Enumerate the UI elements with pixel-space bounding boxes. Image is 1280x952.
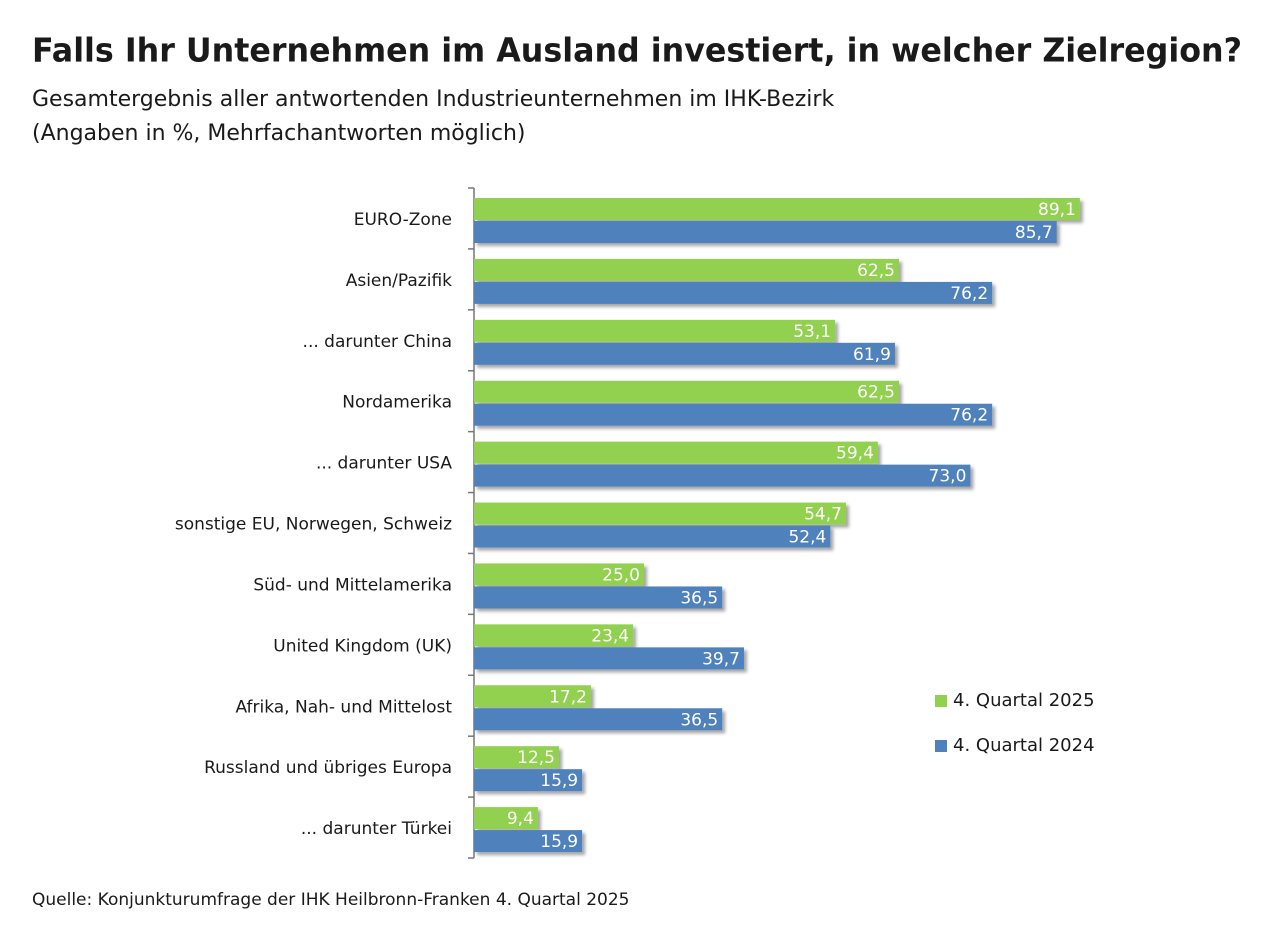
- value-label: 62,5: [857, 261, 895, 281]
- value-label: 89,1: [1038, 200, 1076, 220]
- bar: [474, 525, 831, 548]
- value-label: 39,7: [702, 649, 740, 669]
- bar: [474, 464, 971, 487]
- bar: [474, 624, 634, 647]
- value-label: 17,2: [549, 687, 587, 707]
- chart-title: Falls Ihr Unternehmen im Ausland investi…: [32, 31, 1242, 70]
- bar: [474, 746, 559, 769]
- bar: [474, 769, 583, 792]
- bar: [474, 647, 744, 670]
- value-label: 61,9: [853, 345, 891, 365]
- bar: [474, 319, 836, 342]
- y-tick-label: Russland und übriges Europa: [204, 758, 452, 778]
- bar: [474, 281, 993, 304]
- value-label: 36,5: [680, 588, 718, 608]
- value-label: 36,5: [680, 710, 718, 730]
- y-tick-label: ... darunter Türkei: [301, 819, 452, 839]
- y-tick-label: EURO-Zone: [354, 210, 452, 230]
- value-label: 62,5: [857, 383, 895, 403]
- bar: [474, 441, 878, 464]
- value-label: 73,0: [929, 467, 967, 487]
- bar: [474, 685, 591, 708]
- bar: [474, 380, 899, 403]
- value-label: 9,4: [507, 809, 534, 829]
- value-label: 52,4: [788, 528, 826, 548]
- value-label: 54,7: [804, 505, 842, 525]
- value-label: 59,4: [836, 444, 874, 464]
- legend-swatch: [935, 740, 947, 752]
- value-label: 85,7: [1015, 223, 1053, 243]
- legend-label: 4. Quartal 2024: [953, 735, 1095, 756]
- bar: [474, 342, 895, 365]
- value-label: 53,1: [793, 322, 831, 342]
- value-label: 15,9: [540, 771, 578, 791]
- bar: [474, 563, 644, 586]
- y-tick-label: ... darunter China: [303, 332, 452, 352]
- value-label: 25,0: [602, 565, 640, 585]
- value-label: 15,9: [540, 832, 578, 852]
- y-tick-label: Nordamerika: [342, 393, 452, 413]
- bar: [474, 830, 583, 853]
- bar: [474, 221, 1057, 243]
- y-tick-label: ... darunter USA: [316, 454, 452, 474]
- value-label: 76,2: [950, 284, 988, 304]
- bar: [474, 586, 723, 609]
- value-label: 12,5: [517, 748, 555, 768]
- bar: [474, 708, 723, 731]
- source: Quelle: Konjunkturumfrage der IHK Heilbr…: [32, 890, 629, 910]
- bar: [474, 198, 1080, 220]
- y-tick-label: United Kingdom (UK): [273, 636, 452, 656]
- note: (Angaben in %, Mehrfachantworten möglich…: [32, 121, 526, 146]
- value-label: 23,4: [591, 626, 629, 646]
- legend-swatch: [935, 695, 947, 707]
- y-tick-label: Asien/Pazifik: [346, 271, 452, 291]
- y-tick-label: Süd- und Mittelamerika: [253, 575, 452, 595]
- bar: [474, 807, 538, 830]
- legend-label: 4. Quartal 2025: [953, 690, 1095, 711]
- bar: [474, 403, 993, 426]
- value-label: 76,2: [950, 406, 988, 426]
- y-tick-label: Afrika, Nah- und Mittelost: [235, 697, 452, 717]
- subtitle: Gesamtergebnis aller antwortenden Indust…: [32, 87, 834, 112]
- bar: [474, 502, 846, 525]
- bar: [474, 258, 899, 281]
- y-tick-label: sonstige EU, Norwegen, Schweiz: [175, 515, 452, 535]
